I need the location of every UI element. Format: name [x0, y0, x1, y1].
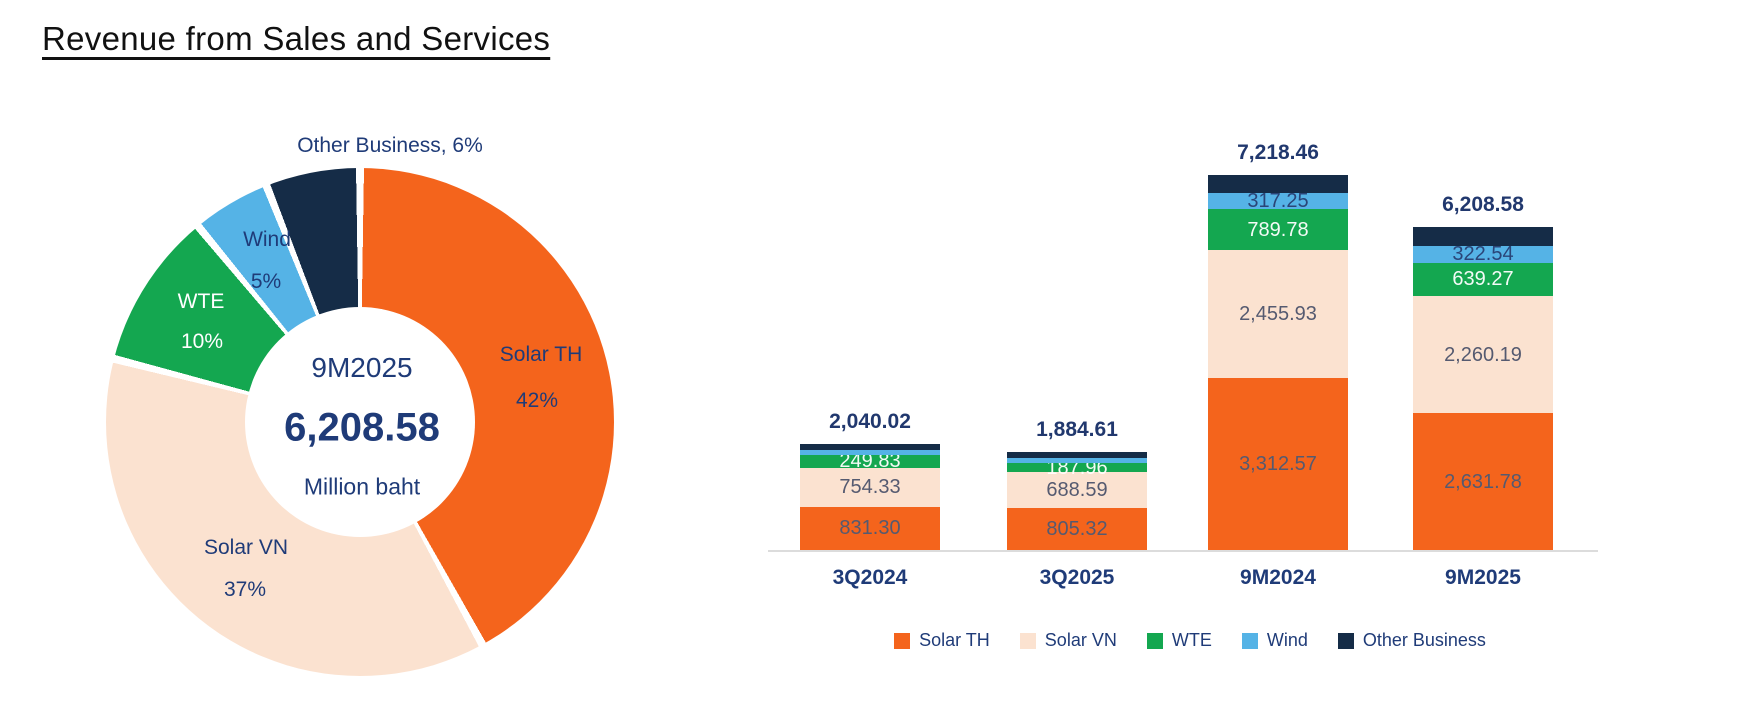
- bar-segment-wte-3q2024: 249.83: [800, 451, 940, 471]
- bar-total-label-3q2025: 1,884.61: [1036, 418, 1118, 442]
- bar-segment-solar_th-3q2024: 831.30: [800, 506, 940, 550]
- legend-item-wte: WTE: [1146, 630, 1212, 651]
- bar-segment-solar_vn-3q2024: 754.33: [800, 467, 940, 507]
- segment-value-label: 805.32: [1046, 518, 1108, 541]
- legend-item-other_business: Other Business: [1337, 630, 1486, 651]
- donut-center-value: 6,208.58: [284, 405, 440, 450]
- bar-segment-other_business-9m2024: [1208, 175, 1348, 193]
- bar-segment-other_business-9m2025: [1413, 227, 1553, 246]
- x-axis-label-3q2024: 3Q2024: [832, 566, 908, 589]
- legend-swatch-icon: [894, 632, 911, 649]
- x-axis-label-9m2025: 9M2025: [1445, 566, 1521, 589]
- bar-3q2025: 805.32 688.59 187.96: [1007, 452, 1147, 550]
- legend-item-solar_th: Solar TH: [894, 630, 990, 651]
- donut-label-solar-vn: Solar VN: [203, 536, 289, 559]
- donut-label-wte: WTE: [177, 290, 225, 313]
- legend-label: Other Business: [1362, 630, 1486, 650]
- donut-label-solar-vn-pct: 37%: [223, 578, 267, 601]
- bar-9m2025: 2,631.78 2,260.19 639.27 322.54: [1413, 227, 1553, 550]
- bar-segment-wte-9m2025: 639.27: [1413, 262, 1553, 296]
- x-axis-label-3q2025: 3Q2025: [1039, 566, 1115, 589]
- segment-value-label: 754.33: [839, 476, 901, 499]
- segment-value-label: 3,312.57: [1239, 452, 1317, 475]
- bar-segment-wind-3q2025: [1007, 458, 1147, 463]
- bar-segment-wte-3q2025: 187.96: [1007, 458, 1147, 478]
- segment-value-label: 831.30: [839, 517, 901, 540]
- segment-value-label: 789.78: [1247, 218, 1309, 241]
- donut-center-unit: Million baht: [303, 473, 421, 500]
- legend-label: WTE: [1171, 630, 1212, 650]
- segment-value-label: 2,631.78: [1444, 470, 1522, 493]
- bar-segment-solar_vn-9m2024: 2,455.93: [1208, 250, 1348, 378]
- donut-label-other-business: Other Business, 6%: [297, 134, 483, 157]
- segment-value-label: 249.83: [839, 450, 901, 473]
- segment-value-label: 317.25: [1247, 190, 1309, 213]
- bar-3q2024: 831.30 754.33 249.83: [800, 444, 940, 550]
- bar-segment-solar_th-9m2025: 2,631.78: [1413, 413, 1553, 550]
- segment-value-label: 2,455.93: [1239, 303, 1317, 326]
- bar-segment-wind-3q2024: [800, 450, 940, 455]
- legend-item-wind: Wind: [1241, 630, 1308, 651]
- segment-value-label: 688.59: [1046, 479, 1108, 502]
- legend-swatch-icon: [1241, 632, 1258, 649]
- legend-item-solar_vn: Solar VN: [1019, 630, 1117, 651]
- bar-segment-other_business-3q2025: [1007, 452, 1147, 459]
- bar-segment-wind-9m2024: 317.25: [1208, 190, 1348, 213]
- page-title: Revenue from Sales and Services: [42, 20, 551, 57]
- legend-swatch-icon: [1019, 632, 1036, 649]
- segment-value-label: 2,260.19: [1444, 343, 1522, 366]
- bar-total-label-9m2024: 7,218.46: [1237, 141, 1319, 164]
- chart-legend: Solar TH Solar VN WTE Wind Other Business: [770, 630, 1610, 651]
- legend-label: Solar VN: [1044, 630, 1117, 650]
- bar-segment-solar_th-9m2024: 3,312.57: [1208, 377, 1348, 550]
- bar-segment-other_business-3q2024: [800, 444, 940, 451]
- donut-label-wte-pct: 10%: [180, 330, 224, 353]
- legend-swatch-icon: [1146, 632, 1163, 649]
- bar-segment-solar_vn-3q2025: 688.59: [1007, 472, 1147, 509]
- legend-label: Solar TH: [919, 630, 990, 650]
- bar-segment-solar_vn-9m2025: 2,260.19: [1413, 295, 1553, 414]
- donut-label-wind: Wind: [243, 228, 291, 251]
- bar-total-label-9m2025: 6,208.58: [1442, 193, 1524, 217]
- legend-label: Wind: [1266, 630, 1308, 650]
- donut-label-solar-th: Solar TH: [499, 343, 583, 366]
- x-axis-line: [768, 550, 1598, 552]
- x-axis-label-9m2024: 9M2024: [1240, 566, 1316, 589]
- bar-total-label-3q2024: 2,040.02: [829, 410, 911, 434]
- segment-value-label: 639.27: [1452, 268, 1514, 291]
- bar-9m2024: 3,312.57 2,455.93 789.78 317.25: [1208, 175, 1348, 550]
- bar-segment-wte-9m2024: 789.78: [1208, 209, 1348, 251]
- donut-label-wind-pct: 5%: [250, 270, 282, 293]
- donut-chart: Other Business, 6% Wind 5% WTE 10% Solar…: [0, 0, 700, 707]
- segment-value-label: 322.54: [1452, 243, 1514, 266]
- bar-segment-solar_th-3q2025: 805.32: [1007, 508, 1147, 550]
- donut-center-period: 9M2025: [311, 352, 413, 383]
- donut-label-solar-th-pct: 42%: [515, 389, 559, 412]
- bar-segment-wind-9m2025: 322.54: [1413, 243, 1553, 266]
- donut-hole: [245, 307, 475, 537]
- legend-swatch-icon: [1337, 632, 1354, 649]
